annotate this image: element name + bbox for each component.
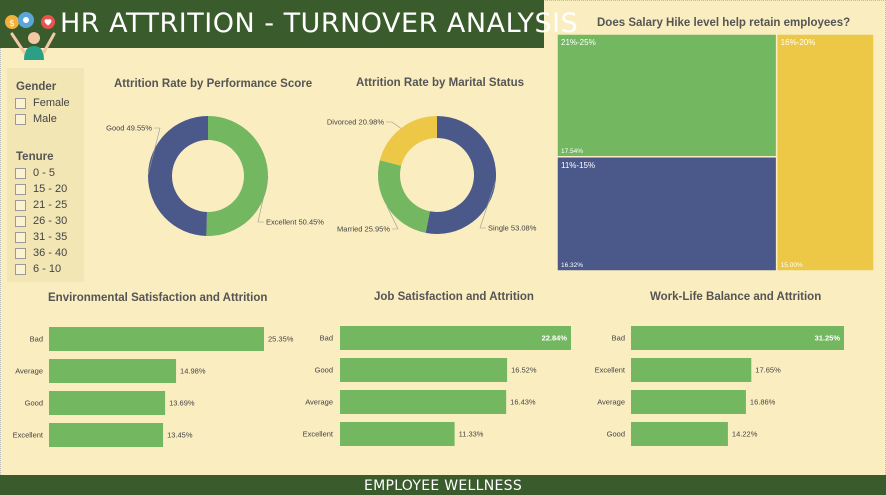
checkbox[interactable] — [15, 183, 26, 195]
treemap-tile-16%-20%[interactable] — [775, 33, 875, 272]
bar-average[interactable] — [49, 359, 177, 383]
gender-slicer-title: Gender — [16, 81, 57, 93]
category-label: Average — [597, 398, 625, 407]
bar-good[interactable] — [49, 391, 166, 415]
treemap-tile-11%-15%[interactable] — [556, 156, 778, 272]
footer-title: EMPLOYEE WELLNESS — [363, 478, 523, 494]
salary-chart-title: Does Salary Hike level help retain emplo… — [597, 17, 851, 29]
tenure-option[interactable]: 6 - 10 — [15, 263, 61, 275]
header-bar: HR ATTRITION - TURNOVER ANALYSIS — [0, 0, 578, 48]
bar-value-label: 16.86% — [750, 398, 776, 407]
checkbox[interactable] — [15, 199, 26, 211]
svg-text:$: $ — [9, 19, 15, 29]
bar-excellent[interactable] — [49, 423, 164, 447]
bar-average[interactable] — [631, 390, 746, 414]
page-title: HR ATTRITION - TURNOVER ANALYSIS — [60, 8, 579, 39]
bar-value-label: 16.52% — [511, 366, 537, 375]
slice-label-good: Good 49.55% — [106, 124, 152, 133]
bar-value-label: 13.69% — [169, 399, 195, 408]
checkbox[interactable] — [15, 167, 26, 179]
treemap-value-label: 16.32% — [561, 262, 583, 269]
checkbox[interactable] — [15, 231, 26, 243]
category-label: Bad — [30, 335, 43, 344]
hr-people-icon: $ — [5, 12, 56, 60]
treemap-category-label: 11%-15% — [561, 161, 595, 170]
slice-label-excellent: Excellent 50.45% — [266, 218, 324, 227]
bar-bad[interactable] — [340, 326, 571, 350]
bar-average[interactable] — [340, 390, 507, 414]
tenure-option[interactable]: 36 - 40 — [15, 247, 67, 259]
category-label: Good — [607, 430, 625, 439]
bar-value-label: 31.25% — [815, 334, 841, 343]
category-label: Good — [315, 366, 333, 375]
donut-slice-single[interactable] — [425, 116, 497, 234]
tenure-option[interactable]: 21 - 25 — [15, 199, 67, 211]
leader-line — [386, 206, 399, 230]
marital-chart-title: Attrition Rate by Marital Status — [356, 77, 525, 89]
job-chart-title: Job Satisfaction and Attrition — [374, 291, 534, 303]
checkbox[interactable] — [15, 113, 26, 125]
bar-bad[interactable] — [49, 327, 264, 351]
category-label: Average — [15, 367, 43, 376]
donut-slice-divorced[interactable] — [379, 116, 437, 166]
donut-slice-excellent[interactable] — [206, 116, 268, 236]
bar-value-label: 16.43% — [510, 398, 536, 407]
slice-label-divorced: Divorced 20.98% — [327, 118, 384, 127]
category-label: Good — [25, 399, 43, 408]
tenure-option[interactable]: 0 - 5 — [15, 167, 55, 179]
leader-line — [257, 176, 269, 223]
bar-good[interactable] — [340, 358, 508, 382]
slice-label-married: Married 25.95% — [337, 225, 390, 234]
bar-bad[interactable] — [631, 326, 844, 350]
category-label: Excellent — [595, 366, 626, 375]
bar-good[interactable] — [631, 422, 728, 446]
donut-slice-married[interactable] — [378, 160, 430, 233]
donut-slice-good[interactable] — [147, 116, 208, 236]
leader-line — [386, 121, 402, 129]
bar-value-label: 25.35% — [268, 335, 294, 344]
bar-value-label: 14.22% — [732, 430, 758, 439]
performance-chart-title: Attrition Rate by Performance Score — [114, 78, 313, 90]
tenure-option[interactable]: 31 - 35 — [15, 231, 67, 243]
wlb-chart-title: Work-Life Balance and Attrition — [650, 291, 822, 303]
tenure-slicer-title: Tenure — [16, 151, 54, 163]
bar-excellent[interactable] — [340, 422, 455, 446]
checkbox[interactable] — [15, 215, 26, 227]
bar-value-label: 14.98% — [180, 367, 206, 376]
category-label: Excellent — [303, 430, 334, 439]
tenure-option[interactable]: 26 - 30 — [15, 215, 67, 227]
bar-value-label: 17.65% — [755, 366, 781, 375]
gender-option-female[interactable]: Female — [15, 97, 70, 109]
bar-value-label: 22.84% — [542, 334, 568, 343]
env-chart-title: Environmental Satisfaction and Attrition — [48, 292, 268, 304]
treemap-value-label: 17.54% — [561, 148, 583, 155]
category-label: Bad — [320, 334, 333, 343]
treemap-category-label: 21%-25% — [561, 38, 596, 47]
checkbox[interactable] — [15, 97, 26, 109]
category-label: Excellent — [13, 431, 44, 440]
leader-line — [479, 180, 497, 229]
bar-value-label: 11.33% — [459, 430, 484, 439]
category-label: Bad — [612, 334, 625, 343]
treemap-category-label: 16%-20% — [781, 38, 816, 47]
treemap-value-label: 15.00% — [781, 262, 803, 269]
treemap-tile-21%-25%[interactable] — [556, 33, 778, 158]
checkbox[interactable] — [15, 263, 26, 275]
bar-value-label: 13.45% — [167, 431, 193, 440]
footer-bar: EMPLOYEE WELLNESS — [0, 475, 886, 495]
checkbox[interactable] — [15, 247, 26, 259]
leader-line — [147, 127, 161, 176]
bar-excellent[interactable] — [631, 358, 752, 382]
tenure-option[interactable]: 15 - 20 — [15, 183, 67, 195]
gender-option-male[interactable]: Male — [15, 113, 57, 125]
slice-label-single: Single 53.08% — [488, 224, 537, 233]
category-label: Average — [305, 398, 333, 407]
